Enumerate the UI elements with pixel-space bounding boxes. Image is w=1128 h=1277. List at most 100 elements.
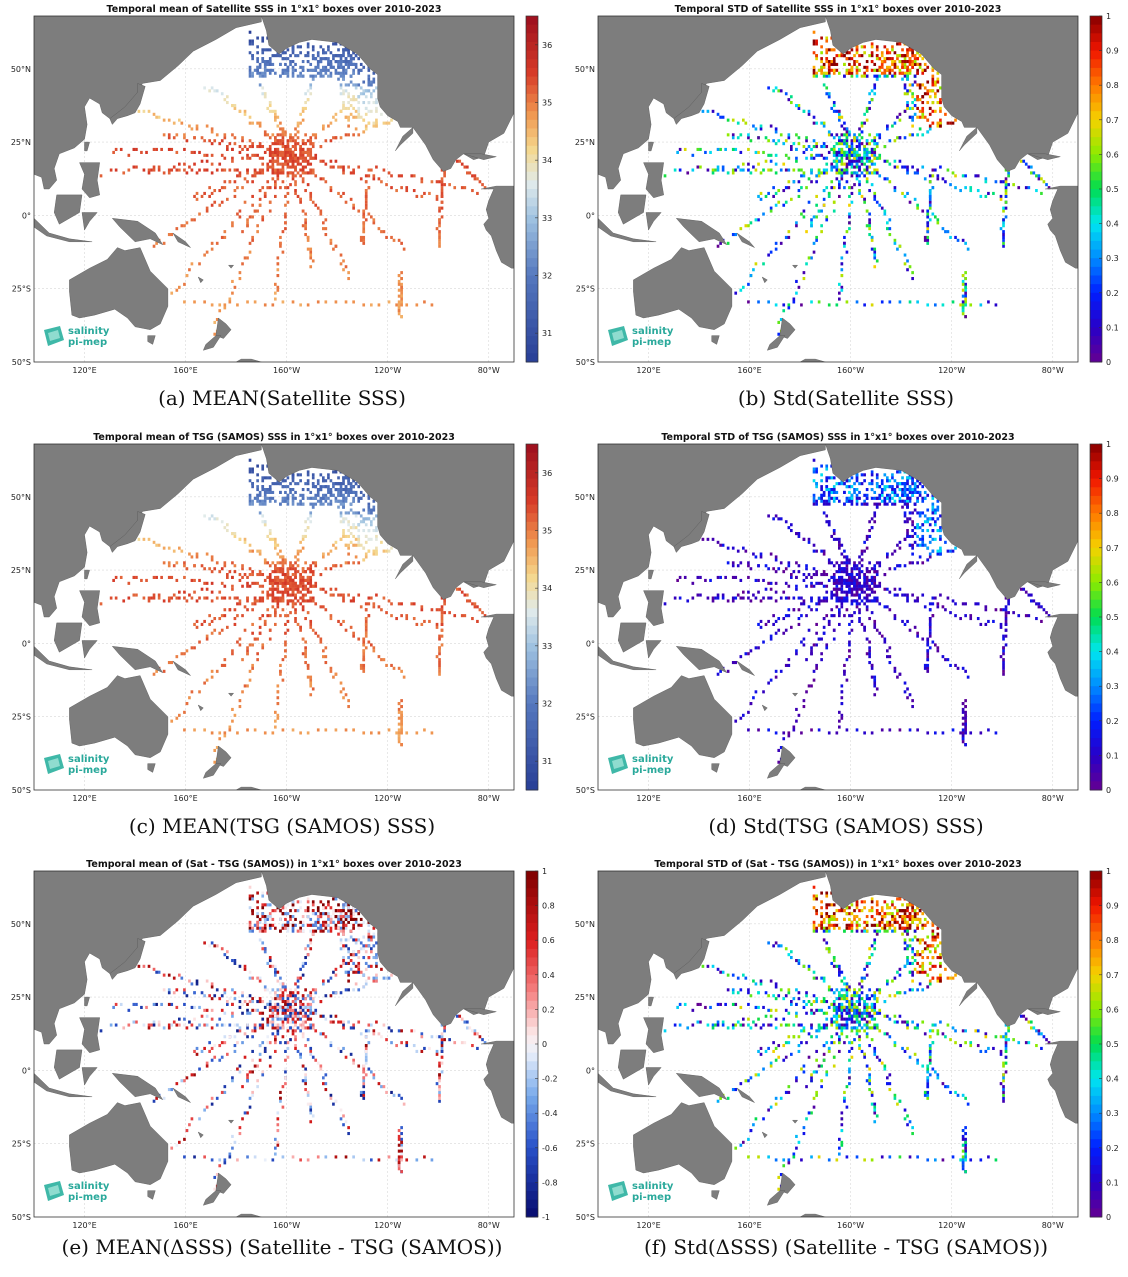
data-cell (284, 497, 287, 500)
colorbar-tick-label: 0.6 (1106, 150, 1119, 159)
data-cell (815, 40, 818, 43)
data-cell (226, 573, 229, 576)
data-cell (365, 617, 368, 620)
data-cell (183, 169, 186, 172)
data-cell (866, 180, 869, 183)
longitude-label: 80°W (1042, 366, 1064, 375)
data-cell (312, 201, 315, 204)
data-cell (846, 151, 849, 154)
data-cell (841, 142, 844, 145)
data-cell (373, 125, 376, 128)
data-cell (135, 166, 138, 169)
data-cell (128, 582, 131, 585)
data-cell (357, 538, 360, 541)
data-cell (803, 705, 806, 708)
data-cell (878, 66, 881, 69)
data-cell (254, 582, 257, 585)
data-cell (193, 646, 196, 649)
data-cell (332, 42, 335, 45)
data-cell (302, 535, 305, 538)
data-cell (342, 488, 345, 491)
data-cell (742, 169, 745, 172)
data-cell (719, 576, 722, 579)
data-cell (360, 514, 363, 517)
data-cell (707, 169, 710, 172)
data-cell (788, 664, 791, 667)
data-cell (284, 500, 287, 503)
data-cell (871, 54, 874, 57)
data-cell (803, 145, 806, 148)
data-cell (277, 54, 280, 57)
data-cell (808, 256, 811, 259)
data-cell (858, 54, 861, 57)
data-cell (294, 588, 297, 591)
data-cell (330, 189, 333, 192)
data-cell (878, 632, 881, 635)
data-cell (373, 602, 376, 605)
data-cell (443, 183, 446, 186)
data-cell (302, 576, 305, 579)
data-cell (699, 166, 702, 169)
data-cell (198, 597, 201, 600)
data-cell (856, 602, 859, 605)
data-cell (327, 125, 330, 128)
data-cell (868, 151, 871, 154)
data-cell (261, 500, 264, 503)
data-cell (909, 133, 912, 136)
data-cell (287, 602, 290, 605)
data-cell (342, 597, 345, 600)
data-cell (825, 643, 828, 646)
data-cell (168, 564, 171, 567)
data-cell (289, 576, 292, 579)
data-cell (211, 555, 214, 558)
data-cell (251, 623, 254, 626)
data-cell (964, 292, 967, 295)
data-cell (206, 125, 209, 128)
data-cell (388, 300, 391, 303)
data-cell (342, 66, 345, 69)
data-cell (904, 66, 907, 69)
data-cell (297, 160, 300, 163)
data-cell (173, 136, 176, 139)
data-cell (798, 623, 801, 626)
data-cell (823, 585, 826, 588)
data-cell (836, 133, 839, 136)
data-cell (347, 95, 350, 98)
data-cell (762, 262, 765, 265)
data-cell (234, 189, 237, 192)
data-cell (858, 157, 861, 160)
data-cell (183, 711, 186, 714)
data-cell (261, 468, 264, 471)
data-cell (838, 72, 841, 75)
data-cell (782, 737, 785, 740)
data-cell (115, 169, 118, 172)
data-cell (320, 145, 323, 148)
data-cell (904, 72, 907, 75)
data-cell (362, 119, 365, 122)
data-cell (163, 599, 166, 602)
data-cell (183, 561, 186, 564)
data-cell (727, 670, 730, 673)
data-cell (891, 45, 894, 48)
data-cell (395, 303, 398, 306)
data-cell (355, 494, 358, 497)
data-cell (853, 60, 856, 63)
data-cell (899, 119, 902, 122)
data-cell (246, 599, 249, 602)
data-cell (170, 292, 173, 295)
data-cell (135, 594, 138, 597)
data-cell (894, 186, 897, 189)
data-cell (375, 526, 378, 529)
data-cell (322, 605, 325, 608)
data-cell (304, 535, 307, 538)
data-cell (347, 491, 350, 494)
data-cell (820, 573, 823, 576)
data-cell (269, 57, 272, 60)
data-cell (299, 597, 302, 600)
data-cell (193, 195, 196, 198)
data-cell (224, 157, 227, 160)
data-cell (674, 597, 677, 600)
data-cell (330, 122, 333, 125)
